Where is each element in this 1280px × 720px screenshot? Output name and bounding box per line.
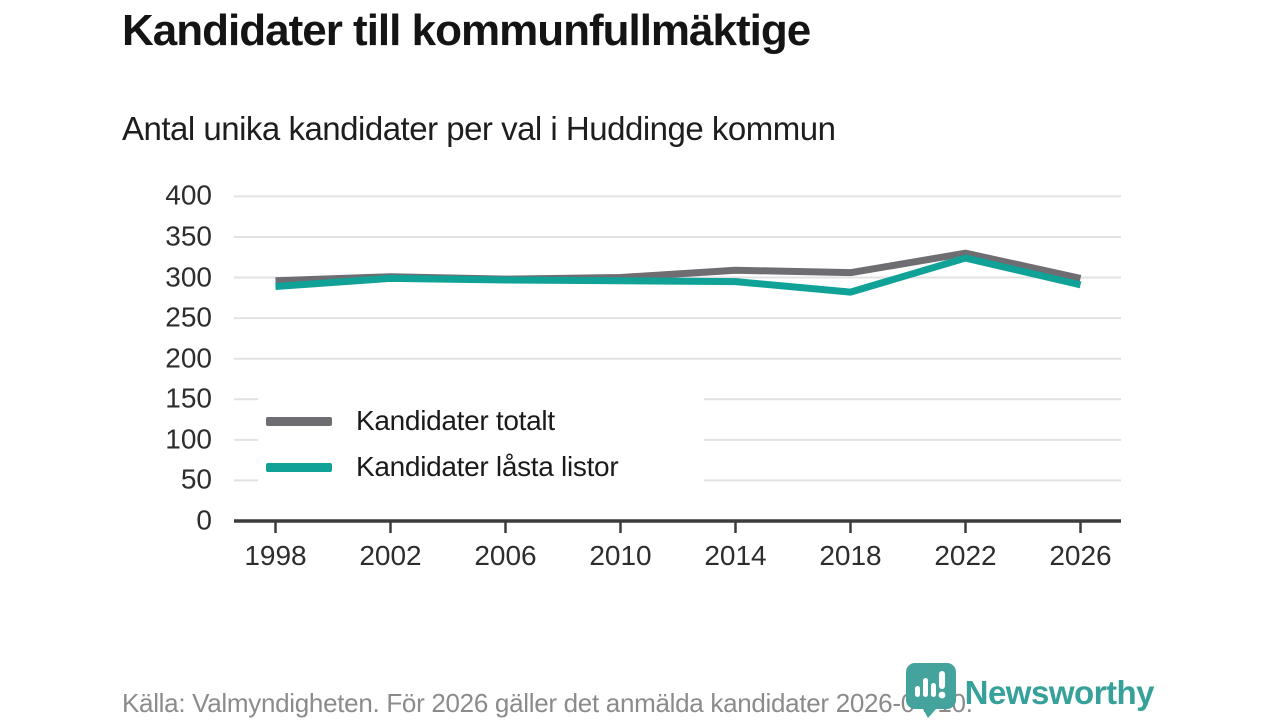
x-tick-label: 2022 xyxy=(934,540,997,571)
x-tick-label: 1998 xyxy=(244,540,307,571)
y-tick-label: 400 xyxy=(165,179,212,211)
y-tick-label: 200 xyxy=(165,342,212,374)
legend-label: Kandidater totalt xyxy=(356,405,555,436)
x-tick-label: 2002 xyxy=(359,540,422,571)
x-tick-label: 2014 xyxy=(704,540,767,571)
legend-item: Kandidater låsta listor xyxy=(258,444,704,490)
newsworthy-logo-text: Newsworthy xyxy=(964,674,1155,711)
x-tick-label: 2018 xyxy=(819,540,882,571)
legend-swatch xyxy=(266,416,332,426)
source-note: Källa: Valmyndigheten. För 2026 gäller d… xyxy=(122,688,973,718)
y-tick-label: 250 xyxy=(165,301,212,333)
x-tick-label: 2010 xyxy=(589,540,652,571)
y-tick-label: 0 xyxy=(196,504,212,536)
legend-label: Kandidater låsta listor xyxy=(356,451,619,482)
y-tick-label: 300 xyxy=(165,260,212,292)
x-tick-label: 2026 xyxy=(1049,540,1112,571)
x-tick-label: 2006 xyxy=(474,540,537,571)
legend-item: Kandidater totalt xyxy=(258,398,704,444)
y-tick-label: 350 xyxy=(165,220,212,252)
newsworthy-logo: Newsworthy xyxy=(905,662,1155,718)
y-tick-label: 100 xyxy=(165,423,212,455)
page-title: Kandidater till kommunfullmäktige xyxy=(122,6,811,55)
y-tick-label: 50 xyxy=(180,463,212,495)
series-line-1 xyxy=(275,254,1082,296)
chart-legend: Kandidater totalt Kandidater låsta listor xyxy=(258,398,704,490)
y-tick-label: 150 xyxy=(165,382,212,414)
legend-swatch xyxy=(266,462,332,472)
newsworthy-logo-icon xyxy=(905,663,956,718)
chart-subtitle: Antal unika kandidater per val i Hudding… xyxy=(122,110,836,147)
